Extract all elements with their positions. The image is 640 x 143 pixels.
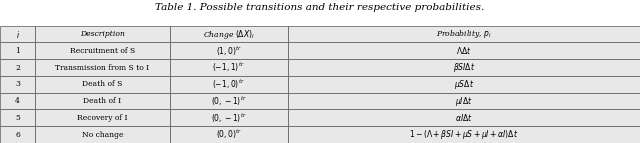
- Text: Table 1. Possible transitions and their respective probabilities.: Table 1. Possible transitions and their …: [156, 3, 484, 12]
